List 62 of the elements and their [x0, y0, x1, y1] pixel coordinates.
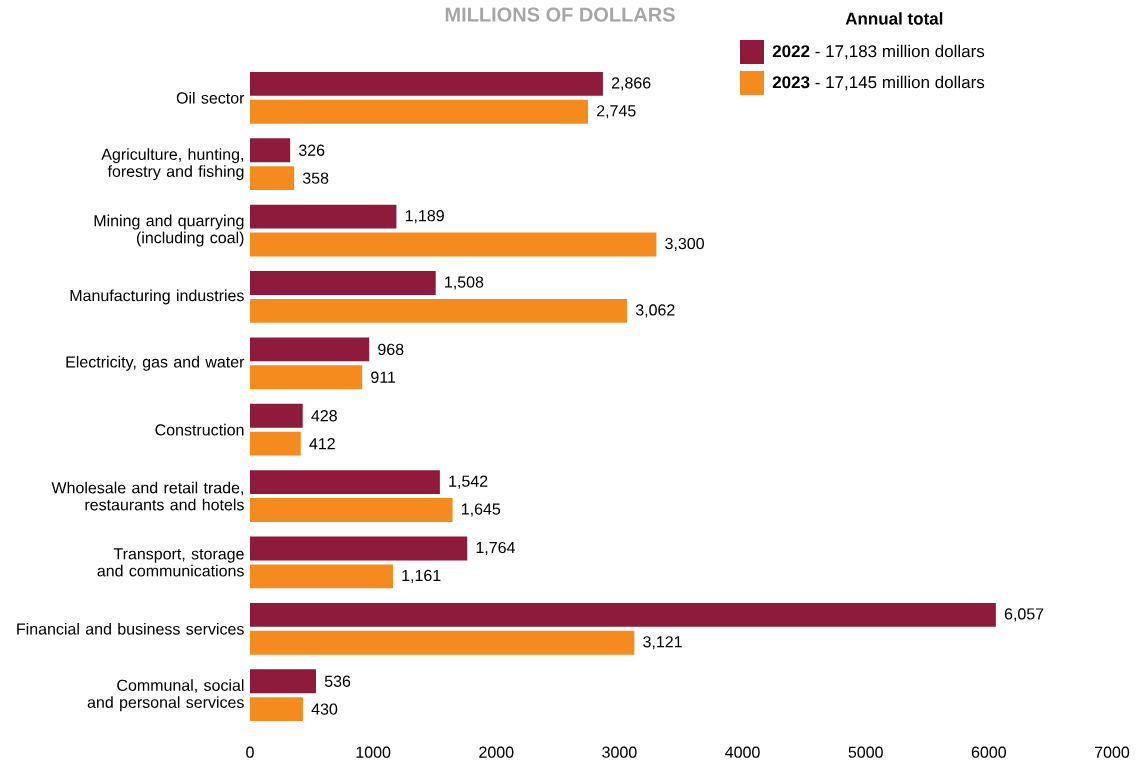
bar: [250, 498, 453, 522]
x-tick-label: 6000: [971, 746, 1006, 758]
bar: [250, 431, 301, 456]
data-label: 430: [311, 703, 338, 715]
data-label: 6,057: [1004, 608, 1044, 622]
bar: [250, 564, 393, 589]
legend-label: 2023 - 17,145 million dollars: [772, 75, 985, 91]
x-tick-label: 5000: [848, 746, 883, 758]
bar: [250, 470, 440, 495]
y-tick-label: Agriculture, hunting, forestry and fishing: [101, 148, 244, 181]
bar: [250, 166, 295, 191]
data-label: 1,189: [405, 210, 444, 224]
data-label: 1,542: [449, 475, 488, 489]
bar: [250, 403, 303, 428]
data-label: 2,745: [597, 105, 636, 119]
y-tick-label: Mining and quarrying (including coal): [94, 214, 244, 247]
bar: [250, 71, 603, 96]
bar: [250, 365, 363, 390]
data-label: 536: [324, 675, 351, 687]
bar: [250, 602, 996, 627]
x-tick-label: 3000: [602, 746, 637, 758]
y-tick-label: Construction: [155, 423, 244, 436]
x-tick-label: 0: [246, 746, 254, 758]
y-tick-label: Financial and business services: [17, 622, 244, 635]
y-tick-label: Oil sector: [176, 91, 245, 104]
legend-title: Annual total: [845, 12, 943, 25]
data-label: 1,161: [402, 569, 441, 583]
bar: [250, 204, 397, 229]
chart-title: MILLIONS OF DOLLARS: [445, 7, 675, 22]
bar: [250, 536, 468, 561]
legend-label: 2022 - 17,183 million dollars: [772, 44, 985, 60]
y-tick-label: Transport, storage and communications: [97, 548, 244, 577]
data-label: 358: [302, 172, 329, 184]
y-tick-label: Manufacturing industries: [70, 289, 244, 305]
data-label: 428: [311, 410, 337, 422]
data-label: 968: [378, 343, 404, 356]
bar: [250, 630, 635, 655]
bar: [250, 337, 370, 362]
data-label: 326: [298, 144, 325, 156]
bar: [250, 669, 317, 694]
data-label: 412: [309, 438, 335, 450]
bar: [250, 138, 291, 163]
y-tick-label: Electricity, gas and water: [66, 355, 245, 371]
y-tick-label: Wholesale and retail trade, restaurants and hotels: [51, 481, 244, 511]
data-label: 1,764: [476, 541, 515, 556]
x-tick-label: 2000: [479, 746, 514, 758]
data-label: 911: [371, 371, 396, 383]
data-label: 3,300: [665, 237, 704, 252]
data-label: 2,866: [611, 77, 651, 91]
x-tick-label: 4000: [725, 746, 760, 758]
data-label: 3,121: [643, 636, 682, 650]
bar: [250, 232, 657, 257]
data-label: 1,508: [445, 276, 484, 290]
y-tick-label: Communal, social and personal services: [87, 679, 244, 712]
data-label: 3,062: [635, 304, 675, 318]
bar: [250, 298, 628, 323]
bar: [250, 271, 436, 295]
x-tick-label: 1000: [356, 746, 391, 758]
x-tick-label: 7000: [1095, 746, 1130, 758]
bar: [250, 99, 589, 124]
data-label: 1,645: [461, 503, 501, 517]
bar: [250, 697, 303, 722]
